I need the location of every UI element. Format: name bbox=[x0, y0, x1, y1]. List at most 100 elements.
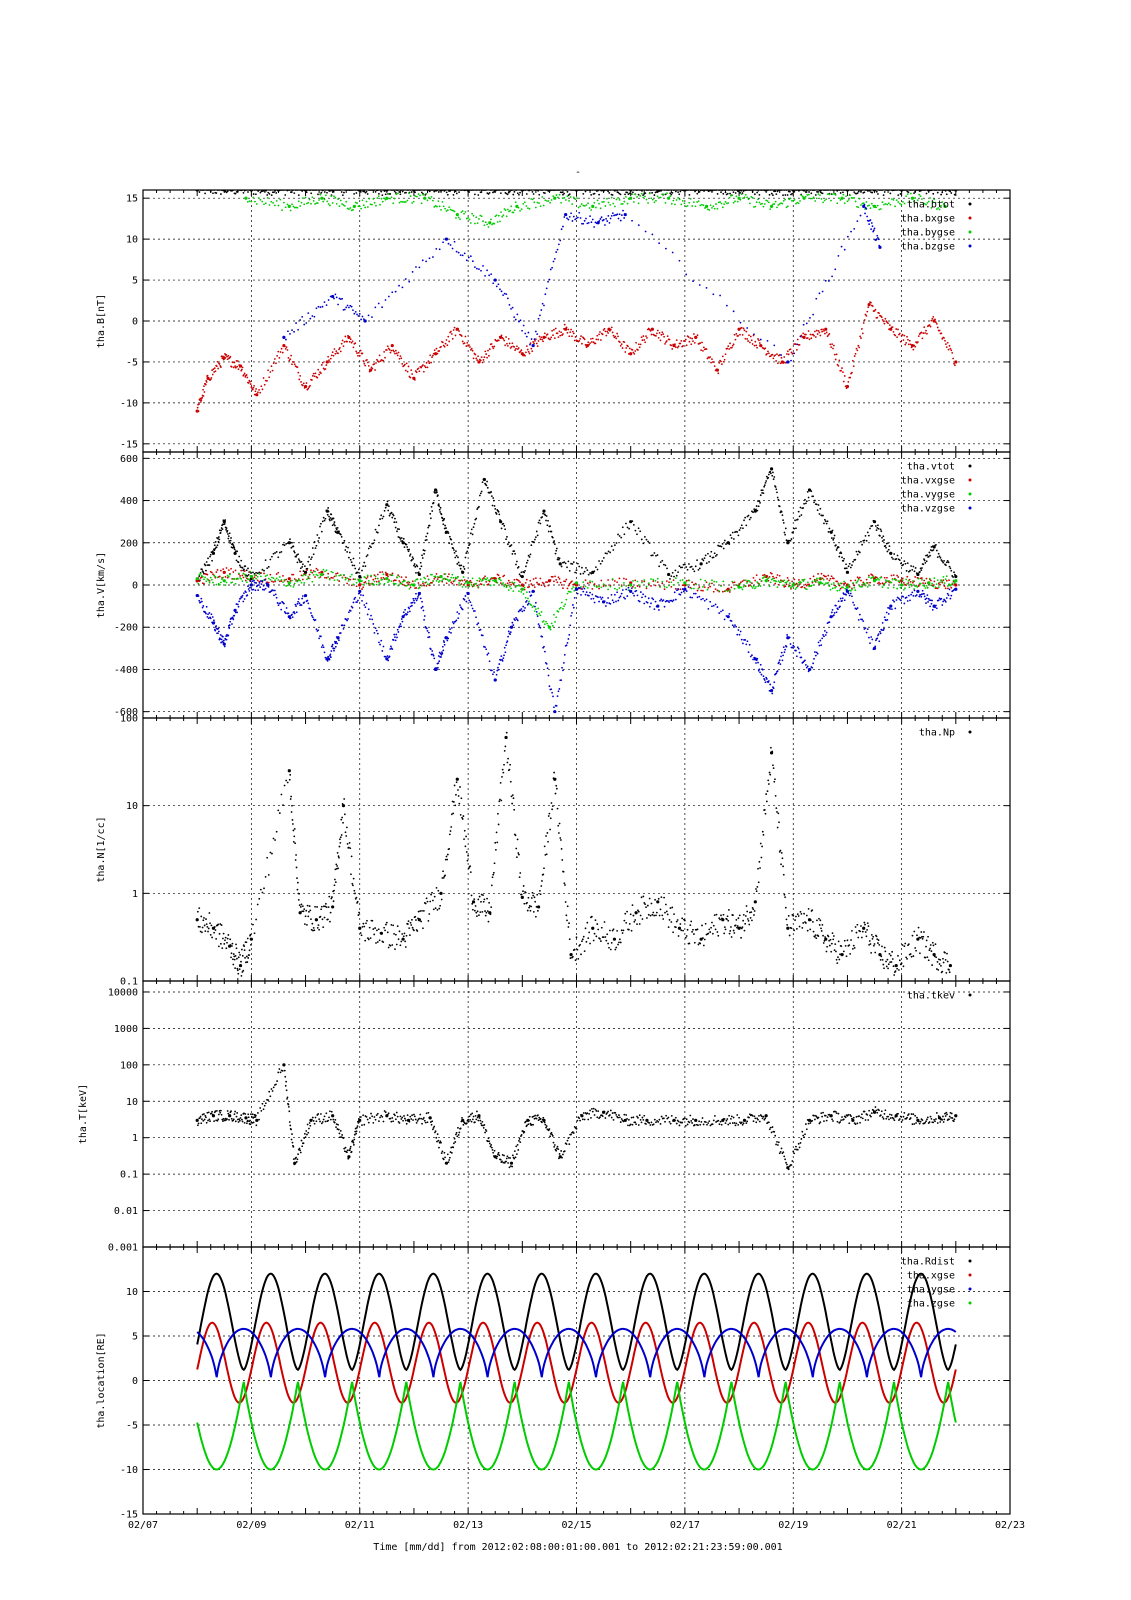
data-point bbox=[413, 564, 415, 567]
data-point bbox=[826, 577, 829, 580]
data-point bbox=[296, 190, 299, 191]
data-point bbox=[387, 581, 389, 584]
data-point bbox=[842, 586, 844, 589]
data-point bbox=[446, 530, 449, 533]
data-point bbox=[380, 639, 383, 642]
data-point bbox=[929, 325, 932, 328]
data-point bbox=[230, 537, 232, 539]
data-point bbox=[536, 345, 539, 348]
data-point bbox=[684, 338, 687, 341]
data-point bbox=[554, 575, 556, 578]
data-point bbox=[510, 583, 512, 586]
data-point bbox=[216, 544, 219, 547]
data-point bbox=[507, 579, 510, 582]
data-point bbox=[343, 204, 346, 207]
data-point bbox=[253, 572, 256, 575]
data-point bbox=[838, 359, 841, 362]
data-point bbox=[772, 357, 775, 360]
data-point bbox=[749, 581, 752, 584]
data-point bbox=[879, 528, 882, 531]
data-point bbox=[678, 198, 681, 201]
data-point bbox=[355, 581, 358, 584]
data-point bbox=[478, 494, 481, 497]
data-point bbox=[837, 583, 840, 585]
data-point bbox=[933, 198, 936, 201]
data-point bbox=[392, 349, 395, 352]
data-point bbox=[539, 522, 542, 525]
data-point bbox=[259, 571, 262, 574]
data-point bbox=[867, 576, 870, 578]
data-point bbox=[303, 570, 308, 574]
data-point bbox=[910, 343, 915, 348]
data-point bbox=[215, 583, 218, 586]
data-point bbox=[295, 322, 297, 324]
data-point bbox=[706, 588, 709, 591]
data-point bbox=[304, 573, 307, 576]
data-point bbox=[550, 336, 553, 339]
data-point bbox=[366, 193, 369, 195]
data-point bbox=[953, 193, 956, 196]
data-point bbox=[310, 571, 312, 574]
data-point bbox=[545, 519, 547, 522]
data-point bbox=[640, 336, 643, 339]
data-point bbox=[261, 388, 264, 391]
data-point bbox=[464, 556, 467, 559]
data-point bbox=[536, 201, 539, 204]
data-point bbox=[777, 583, 780, 586]
data-point bbox=[455, 250, 458, 253]
data-point bbox=[238, 600, 241, 603]
data-point bbox=[480, 269, 482, 272]
data-point bbox=[362, 204, 365, 207]
data-point bbox=[897, 201, 900, 203]
data-point bbox=[601, 201, 604, 203]
data-point bbox=[532, 605, 535, 608]
data-point bbox=[222, 355, 224, 358]
data-point bbox=[396, 636, 398, 639]
data-point bbox=[701, 341, 703, 344]
data-point bbox=[232, 366, 235, 369]
data-point bbox=[390, 511, 393, 514]
data-point bbox=[331, 571, 334, 574]
data-point bbox=[693, 341, 696, 344]
data-point bbox=[925, 329, 927, 332]
data-point bbox=[415, 371, 418, 374]
data-point bbox=[659, 196, 662, 199]
data-point bbox=[425, 192, 428, 195]
data-point bbox=[490, 190, 493, 191]
data-point bbox=[245, 569, 248, 572]
data-point bbox=[258, 581, 261, 584]
data-point bbox=[439, 506, 442, 509]
data-point bbox=[953, 581, 956, 584]
data-point bbox=[786, 539, 789, 542]
data-point bbox=[692, 568, 694, 571]
data-point bbox=[617, 217, 620, 220]
data-point bbox=[440, 345, 442, 348]
data-point bbox=[338, 347, 341, 349]
data-point bbox=[936, 556, 939, 558]
data-point bbox=[209, 553, 212, 556]
data-point bbox=[660, 333, 663, 336]
data-point bbox=[341, 203, 344, 205]
data-point bbox=[921, 567, 923, 569]
data-point bbox=[845, 387, 848, 390]
data-point bbox=[930, 579, 932, 582]
data-point bbox=[198, 399, 201, 401]
data-point bbox=[598, 193, 600, 196]
data-point bbox=[306, 569, 308, 572]
data-point bbox=[728, 348, 731, 350]
data-point bbox=[812, 313, 815, 316]
data-point bbox=[835, 549, 838, 551]
data-point bbox=[922, 202, 925, 204]
data-point bbox=[215, 192, 218, 194]
data-point bbox=[274, 552, 276, 554]
data-point bbox=[502, 337, 505, 340]
data-point bbox=[411, 604, 413, 607]
data-point bbox=[944, 190, 947, 192]
data-point bbox=[707, 586, 710, 589]
data-point bbox=[792, 199, 795, 202]
data-point bbox=[908, 578, 911, 581]
data-point bbox=[437, 200, 440, 202]
data-point bbox=[252, 386, 255, 389]
data-point bbox=[334, 524, 336, 527]
data-point bbox=[396, 354, 399, 357]
